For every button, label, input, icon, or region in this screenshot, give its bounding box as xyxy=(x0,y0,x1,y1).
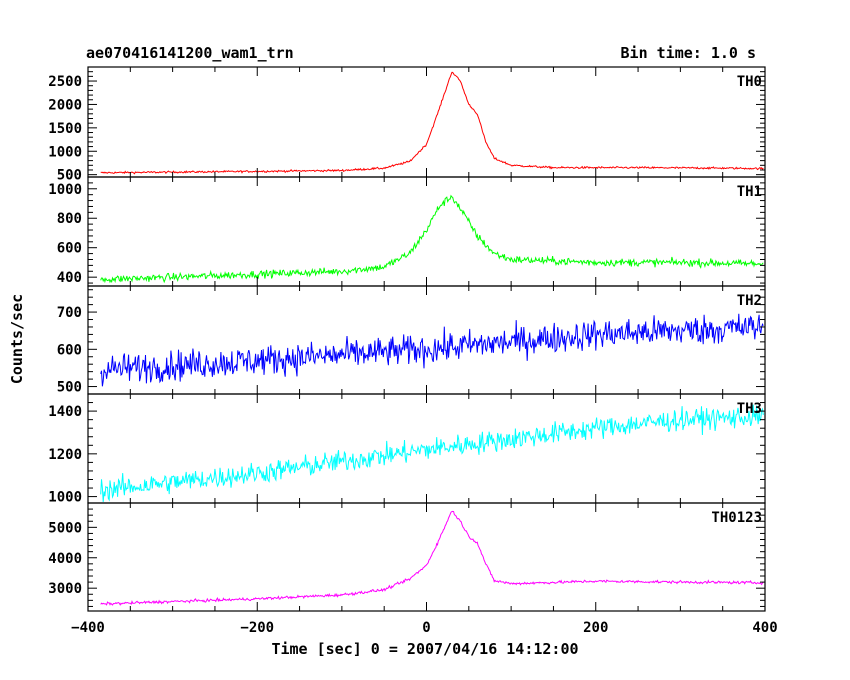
panel-frame xyxy=(87,285,766,395)
y-tick-label: 800 xyxy=(57,211,82,227)
x-tick-label: 400 xyxy=(752,620,777,636)
y-tick-label: 700 xyxy=(57,305,82,321)
series-line-th0123 xyxy=(100,510,764,606)
series-line-th1 xyxy=(100,194,764,284)
y-tick-label: 600 xyxy=(57,241,82,257)
panel-label-th3: TH3 xyxy=(737,401,762,417)
panel-label-th1: TH1 xyxy=(737,184,762,200)
y-tick-label: 2500 xyxy=(48,74,82,90)
series-line-th0 xyxy=(100,71,764,175)
x-tick-label: −200 xyxy=(240,620,274,636)
y-tick-label: 1000 xyxy=(48,490,82,506)
y-tick-label: 1200 xyxy=(48,447,82,463)
y-tick-label: 600 xyxy=(57,342,82,358)
y-tick-label: 1400 xyxy=(48,404,82,420)
bin-time-label: Bin time: 1.0 s xyxy=(620,44,756,62)
panel-label-th0: TH0 xyxy=(737,74,762,90)
x-tick-label: −400 xyxy=(71,620,105,636)
x-tick-label: 200 xyxy=(583,620,608,636)
panel-label-th0123: TH0123 xyxy=(711,510,762,526)
x-axis-label: Time [sec] 0 = 2007/04/16 14:12:00 xyxy=(271,640,579,658)
y-tick-label: 2000 xyxy=(48,97,82,113)
series-line-th2 xyxy=(100,313,764,387)
y-tick-label: 5000 xyxy=(48,520,82,536)
panel-frame xyxy=(87,502,766,612)
chart-title: ae070416141200_wam1_trn xyxy=(86,44,294,62)
panel-frame xyxy=(87,66,766,178)
y-tick-label: 500 xyxy=(57,168,82,184)
x-tick-label: 0 xyxy=(422,620,430,636)
y-tick-label: 3000 xyxy=(48,581,82,597)
y-tick-label: 4000 xyxy=(48,551,82,567)
y-tick-label: 1500 xyxy=(48,121,82,137)
y-tick-label: 500 xyxy=(57,380,82,396)
series-line-th3 xyxy=(100,404,764,503)
y-tick-label: 1000 xyxy=(48,182,82,198)
y-tick-label: 1000 xyxy=(48,144,82,160)
y-tick-label: 400 xyxy=(57,270,82,286)
panel-label-th2: TH2 xyxy=(737,293,762,309)
y-axis-label: Counts/sec xyxy=(8,293,26,385)
